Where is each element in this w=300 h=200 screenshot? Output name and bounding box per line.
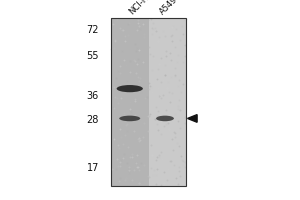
- Bar: [111, 18, 148, 186]
- Text: 28: 28: [87, 115, 99, 125]
- Bar: [148, 18, 186, 186]
- Text: 36: 36: [87, 91, 99, 101]
- Text: A549: A549: [158, 0, 179, 16]
- Text: 72: 72: [86, 25, 99, 35]
- Ellipse shape: [117, 85, 143, 92]
- Text: NCI-H460: NCI-H460: [128, 0, 162, 16]
- Text: 17: 17: [87, 163, 99, 173]
- Polygon shape: [188, 115, 197, 122]
- Bar: [111, 18, 186, 186]
- Text: 55: 55: [86, 51, 99, 61]
- Ellipse shape: [119, 116, 140, 121]
- Ellipse shape: [156, 116, 174, 121]
